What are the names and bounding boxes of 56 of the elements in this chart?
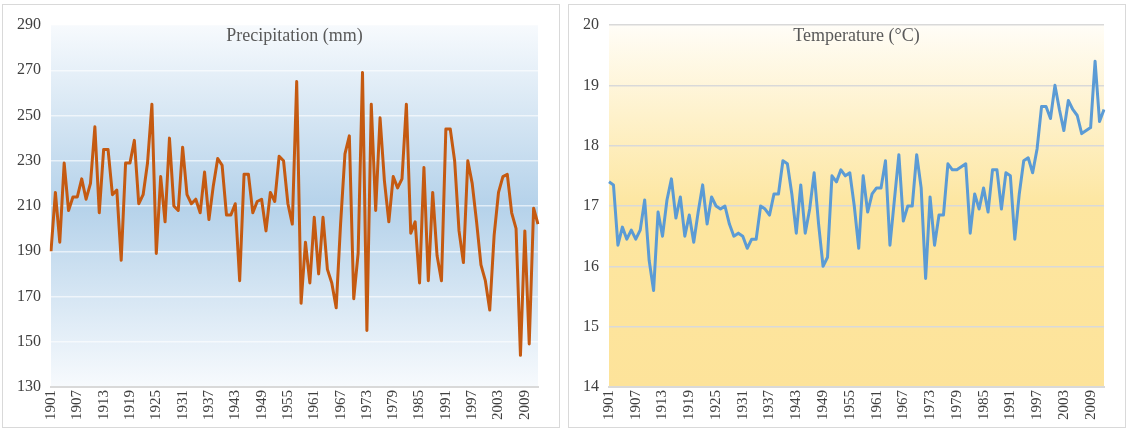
chart-title: Precipitation (mm) [226, 24, 363, 46]
x-tick-label: 1901 [599, 390, 616, 420]
x-tick-label: 1937 [760, 389, 777, 420]
y-tick-label: 19 [583, 75, 599, 93]
y-tick-label: 130 [17, 377, 41, 395]
x-tick-label: 1991 [436, 390, 453, 420]
x-tick-label: 1973 [357, 390, 374, 420]
y-tick-label: 17 [583, 196, 599, 214]
x-tick-label: 1931 [733, 390, 750, 420]
x-tick-label: 2003 [1054, 390, 1071, 420]
x-tick-label: 1949 [252, 390, 269, 420]
x-tick-label: 1943 [787, 390, 804, 420]
x-tick-label: 1961 [305, 390, 322, 420]
y-tick-label: 210 [17, 196, 41, 214]
x-tick-label: 1949 [813, 390, 830, 420]
x-tick-label: 1913 [653, 390, 670, 420]
x-tick-label: 1961 [867, 390, 884, 420]
y-tick-label: 18 [583, 135, 599, 153]
x-tick-label: 1955 [278, 390, 295, 420]
x-tick-label: 1925 [147, 390, 164, 420]
y-tick-label: 270 [17, 60, 41, 78]
x-tick-label: 1997 [463, 389, 480, 420]
x-tick-label: 1991 [1001, 390, 1018, 420]
y-tick-label: 20 [583, 15, 599, 33]
x-tick-label: 1997 [1028, 389, 1045, 420]
x-tick-label: 1979 [947, 390, 964, 420]
x-tick-label: 1901 [41, 390, 58, 420]
x-tick-label: 1967 [331, 389, 348, 420]
x-tick-label: 1985 [974, 390, 991, 420]
y-tick-label: 290 [17, 15, 41, 33]
x-tick-label: 1919 [120, 390, 137, 420]
x-tick-label: 1913 [94, 390, 111, 420]
y-tick-label: 190 [17, 241, 41, 259]
y-tick-label: 250 [17, 105, 41, 123]
chart-title: Temperature (°C) [793, 24, 920, 46]
x-tick-label: 1985 [410, 390, 427, 420]
x-tick-label: 1979 [384, 390, 401, 420]
y-tick-label: 15 [583, 316, 599, 334]
x-tick-label: 1937 [199, 389, 216, 420]
x-tick-label: 2009 [515, 390, 532, 420]
y-tick-label: 230 [17, 150, 41, 168]
x-tick-label: 1955 [840, 390, 857, 420]
x-tick-label: 1931 [173, 390, 190, 420]
y-tick-label: 14 [583, 377, 599, 395]
x-tick-label: 1925 [706, 390, 723, 420]
y-tick-label: 16 [583, 256, 599, 274]
x-tick-label: 2009 [1081, 390, 1098, 420]
x-tick-label: 1973 [921, 390, 938, 420]
y-tick-label: 170 [17, 286, 41, 304]
x-tick-label: 1907 [68, 389, 85, 420]
x-tick-label: 1907 [626, 389, 643, 420]
x-tick-label: 1943 [226, 390, 243, 420]
x-tick-label: 1919 [680, 390, 697, 420]
x-tick-label: 1967 [894, 389, 911, 420]
y-tick-label: 150 [17, 331, 41, 349]
x-tick-label: 2003 [489, 390, 506, 420]
